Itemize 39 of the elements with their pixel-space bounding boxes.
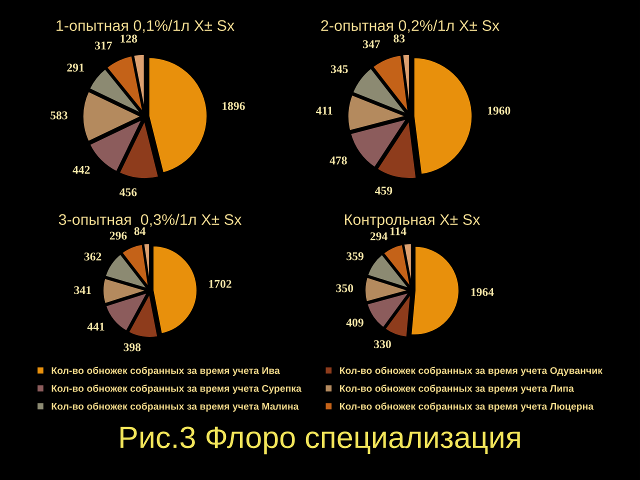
- chart-title: 1-опытная 0,1%/1л X± Sx: [56, 20, 234, 33]
- data-label: 409: [346, 318, 364, 327]
- text: Рис.3 Флоро специализация: [120, 426, 520, 454]
- data-label: 362: [84, 252, 102, 261]
- data-label: 1960: [488, 106, 510, 115]
- legend-label: Кол-во обножек собранных за время учета Ива: [52, 366, 280, 376]
- legend-label: Кол-во обножек собранных за время учета Одуванчик: [340, 366, 602, 376]
- data-label: 294: [370, 232, 388, 240]
- data-label: 347: [363, 40, 380, 48]
- data-label: 1702: [209, 280, 232, 288]
- data-label: 114: [390, 227, 406, 236]
- legend-label: Кол-во обножек собранных за время учета Липа: [340, 384, 574, 394]
- data-label: 398: [124, 343, 141, 352]
- data-label: 583: [50, 111, 68, 120]
- data-label: 459: [375, 186, 392, 195]
- data-label: 441: [87, 322, 104, 331]
- data-label: 345: [330, 65, 348, 74]
- data-label: 84: [134, 227, 146, 236]
- data-label: 350: [336, 284, 354, 292]
- data-label: 442: [72, 166, 90, 174]
- data-label: 291: [67, 64, 84, 72]
- legend-label: Кол-во обножек собранных за время учета Люцерна: [340, 402, 594, 412]
- data-label: 341: [74, 286, 91, 294]
- data-label: 83: [394, 34, 405, 42]
- data-label: 478: [330, 156, 347, 164]
- data-label: 1896: [222, 102, 245, 110]
- data-label: 330: [374, 340, 391, 348]
- data-label: 359: [346, 252, 364, 260]
- chart-title: Контрольная X± Sx: [345, 214, 480, 228]
- data-label: 456: [120, 188, 137, 196]
- data-label: 128: [120, 34, 138, 43]
- legend-label: Кол-во обножек собранных за время учета Малина: [52, 402, 299, 412]
- chart-title: 2-опытная 0,2%/1л X± Sx: [321, 20, 500, 33]
- legend-label: Кол-во обножек собранных за время учета Сурепка: [52, 384, 302, 394]
- data-label: 296: [110, 232, 127, 240]
- chart-title: 3-опытная 0,3%/1л X± Sx: [58, 214, 242, 227]
- data-label: 1964: [471, 288, 494, 296]
- data-label: 317: [95, 42, 112, 50]
- data-label: 411: [316, 106, 332, 115]
